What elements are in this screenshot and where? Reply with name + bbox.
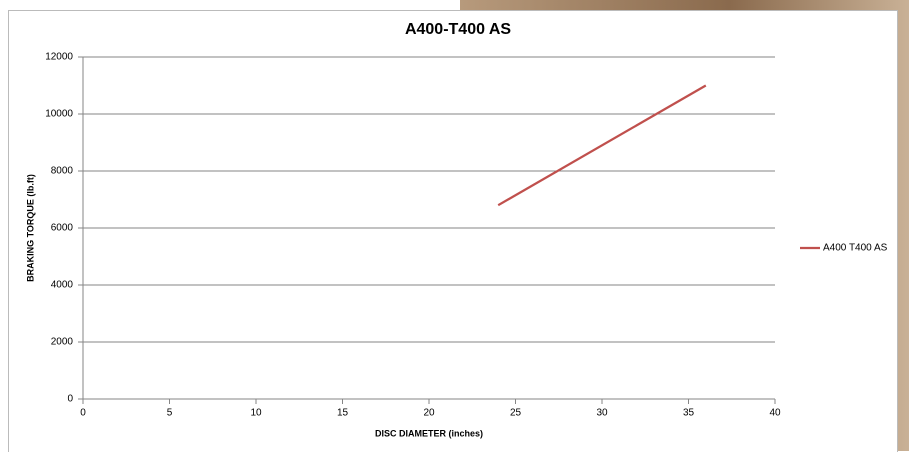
y-tick-label: 12000 — [45, 52, 73, 63]
y-tick-label: 8000 — [51, 166, 74, 177]
x-tick-label: 35 — [683, 408, 695, 419]
y-axis-label: BRAKING TORQUE (lb.ft) — [25, 174, 35, 282]
chart-area — [8, 10, 898, 452]
y-tick-label: 6000 — [51, 223, 74, 234]
x-axis-label: DISC DIAMETER (inches) — [375, 428, 483, 438]
x-tick-label: 40 — [769, 408, 781, 419]
x-tick-label: 25 — [510, 408, 522, 419]
chart-title: A400-T400 AS — [405, 21, 511, 38]
x-tick-label: 0 — [80, 408, 86, 419]
y-tick-label: 4000 — [51, 280, 74, 291]
x-tick-label: 10 — [250, 408, 262, 419]
y-tick-label: 2000 — [51, 337, 74, 348]
y-tick-label: 0 — [67, 394, 73, 405]
x-tick-label: 15 — [337, 408, 349, 419]
x-tick-label: 5 — [167, 408, 173, 419]
data-line — [497, 84, 707, 207]
y-tick-label: 10000 — [45, 109, 73, 120]
background — [0, 0, 460, 11]
legend-label: A400 T400 AS — [823, 243, 888, 254]
x-tick-label: 20 — [423, 408, 435, 419]
x-tick-label: 30 — [596, 408, 608, 419]
